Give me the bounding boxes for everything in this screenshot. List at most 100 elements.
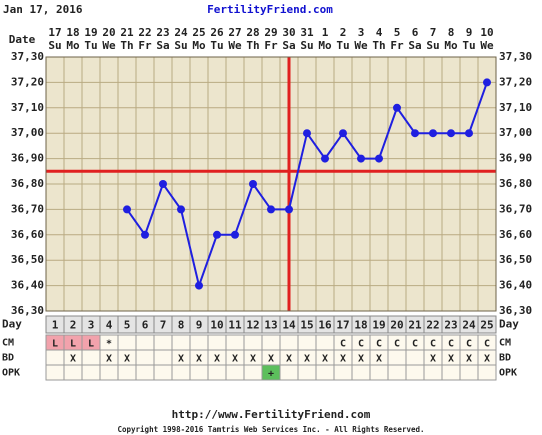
y-tick-label-right: 37,20: [499, 75, 532, 88]
row-cell: [477, 364, 497, 381]
x-tick-label: 27: [228, 26, 241, 39]
day-number: 25: [480, 319, 493, 332]
row-cell: [441, 364, 461, 381]
row-cell: [45, 349, 65, 366]
y-tick-label-right: 37,30: [499, 50, 532, 63]
day-number: 23: [444, 319, 457, 332]
row-cell: [261, 334, 281, 351]
row-cell: [171, 364, 191, 381]
temperature-point: [339, 129, 347, 138]
temperature-point: [123, 205, 131, 214]
day-number: 2: [70, 319, 77, 332]
day-number: 7: [160, 319, 167, 332]
row-entry: *: [106, 339, 112, 350]
row-entry: X: [340, 354, 346, 365]
row-entry: C: [394, 339, 400, 350]
row-cell: [207, 364, 227, 381]
y-tick-label-right: 36,50: [499, 253, 532, 266]
y-tick-label: 37,20: [11, 75, 44, 88]
row-entry: C: [376, 339, 382, 350]
row-label: CM: [2, 338, 14, 349]
day-number: 18: [354, 319, 367, 332]
y-tick-label: 36,70: [11, 202, 44, 215]
y-tick-label: 36,60: [11, 228, 44, 241]
row-cell: [117, 364, 137, 381]
weekday-label: Fr: [390, 39, 404, 52]
row-cell: [81, 349, 101, 366]
chart-date: Jan 17, 2016: [3, 3, 83, 16]
weekday-label: Su: [300, 39, 313, 52]
row-cell: [189, 364, 209, 381]
row-entry: X: [196, 354, 202, 365]
weekday-label: Fr: [264, 39, 278, 52]
row-entry: C: [430, 339, 436, 350]
row-entry: X: [484, 354, 490, 365]
day-number: 11: [228, 319, 242, 332]
day-number: 17: [336, 319, 349, 332]
day-label-right: Day: [499, 318, 519, 331]
temperature-point: [393, 103, 401, 112]
y-tick-label: 36,40: [11, 279, 44, 292]
y-tick-label: 36,30: [11, 304, 44, 317]
weekday-label: Su: [426, 39, 439, 52]
x-tick-label: 4: [376, 26, 383, 39]
weekday-label: We: [102, 39, 116, 52]
weekday-label: Tu: [84, 39, 97, 52]
temperature-point: [465, 129, 473, 138]
day-label: Day: [2, 318, 22, 331]
row-cell: [459, 364, 479, 381]
temperature-point: [213, 230, 221, 239]
row-label-right: CM: [499, 338, 511, 349]
row-entry: X: [124, 354, 130, 365]
x-tick-label: 24: [174, 26, 188, 39]
temperature-point: [159, 180, 167, 188]
row-entry: X: [430, 354, 436, 365]
row-entry: X: [376, 354, 382, 365]
x-tick-label: 22: [138, 26, 151, 39]
day-cell: [477, 315, 497, 334]
row-cell: [423, 364, 443, 381]
x-tick-label: 26: [210, 26, 224, 39]
x-label: Date: [9, 33, 36, 46]
x-tick-label: 29: [264, 26, 277, 39]
weekday-label: Sa: [408, 39, 421, 52]
weekday-label: We: [354, 39, 368, 52]
row-entry: X: [214, 354, 220, 365]
row-entry: C: [466, 339, 472, 350]
row-entry: X: [322, 354, 328, 365]
y-tick-label-right: 36,60: [499, 228, 532, 241]
weekday-label: Su: [48, 39, 61, 52]
x-tick-label: 31: [300, 26, 314, 39]
day-number: 14: [282, 319, 296, 332]
row-entry: L: [52, 339, 58, 350]
row-cell: [207, 334, 227, 351]
row-entry: C: [358, 339, 364, 350]
y-tick-label: 36,50: [11, 253, 44, 266]
y-tick-label: 36,80: [11, 177, 44, 190]
row-entry: X: [178, 354, 184, 365]
temperature-point: [375, 154, 383, 163]
temperature-point: [267, 205, 275, 214]
y-tick-label-right: 37,00: [499, 126, 532, 139]
row-cell: [315, 334, 335, 351]
temperature-point: [249, 180, 257, 188]
row-cell: [405, 364, 425, 381]
weekday-label: Tu: [336, 39, 349, 52]
row-cell: [99, 364, 119, 381]
temperature-point: [429, 129, 437, 138]
row-label-right: OPK: [499, 368, 517, 379]
row-entry: X: [232, 354, 238, 365]
day-number: 21: [408, 319, 422, 332]
day-number: 19: [372, 319, 385, 332]
x-tick-label: 6: [412, 26, 419, 39]
day-number: 4: [106, 319, 113, 332]
x-tick-label: 1: [322, 26, 329, 39]
row-cell: [189, 334, 209, 351]
row-cell: [135, 349, 155, 366]
x-tick-label: 8: [448, 26, 455, 39]
day-number: 3: [88, 319, 95, 332]
row-cell: [405, 349, 425, 366]
row-cell: [369, 364, 389, 381]
x-tick-label: 5: [394, 26, 401, 39]
